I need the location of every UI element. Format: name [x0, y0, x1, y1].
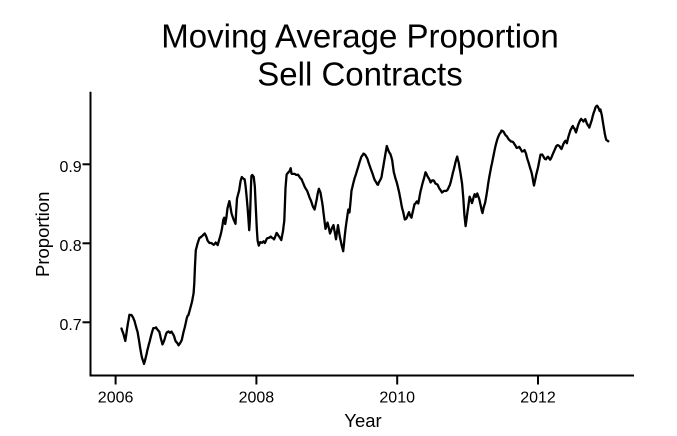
svg-text:0.8: 0.8 [59, 238, 81, 255]
svg-text:Sell Contracts: Sell Contracts [257, 55, 462, 92]
svg-text:Moving Average Proportion: Moving Average Proportion [161, 17, 558, 54]
svg-text:Proportion: Proportion [32, 192, 53, 277]
svg-text:2006: 2006 [98, 389, 134, 406]
svg-text:0.9: 0.9 [59, 159, 81, 176]
svg-text:Year: Year [344, 410, 381, 431]
svg-text:2012: 2012 [520, 389, 556, 406]
svg-text:2008: 2008 [239, 389, 275, 406]
svg-text:0.7: 0.7 [59, 317, 81, 334]
svg-text:2010: 2010 [379, 389, 415, 406]
